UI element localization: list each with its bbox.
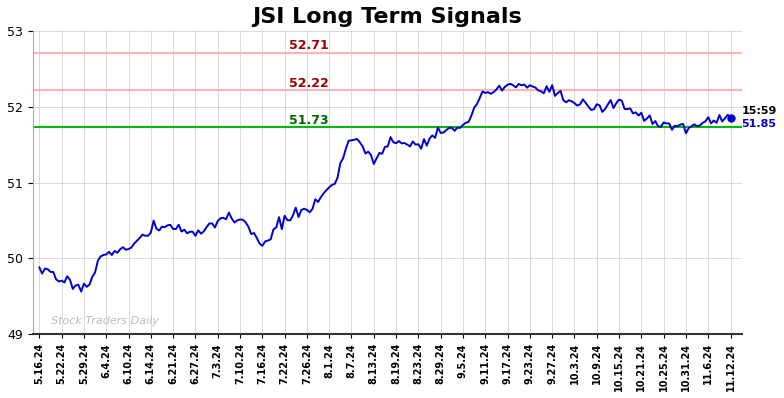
Text: 15:59: 15:59 [742,106,777,116]
Text: 52.71: 52.71 [289,39,328,53]
Text: 51.85: 51.85 [742,119,777,129]
Text: 52.22: 52.22 [289,76,328,90]
Title: JSI Long Term Signals: JSI Long Term Signals [252,7,522,27]
Text: 51.73: 51.73 [289,113,328,127]
Text: Stock Traders Daily: Stock Traders Daily [50,316,158,326]
